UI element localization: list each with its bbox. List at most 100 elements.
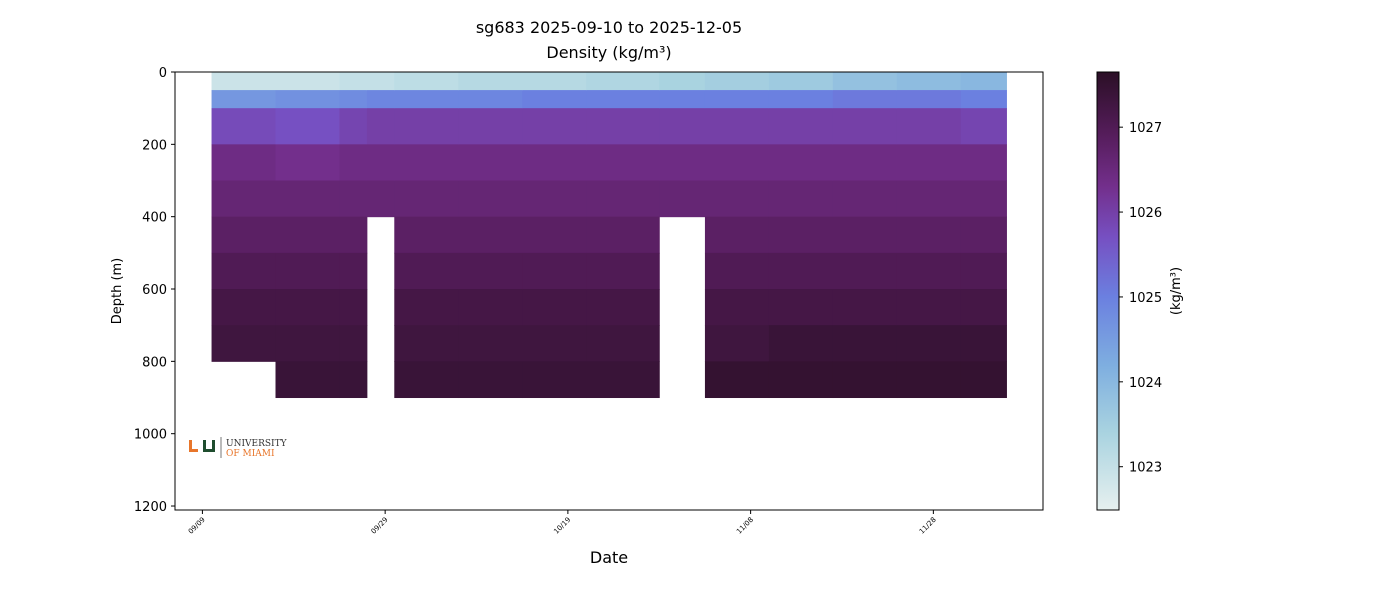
heatmap-cell	[275, 108, 340, 145]
heatmap-cell	[960, 90, 1007, 109]
heatmap-cell	[896, 108, 962, 145]
heatmap-cell	[896, 252, 962, 290]
heatmap-cell	[522, 289, 587, 326]
heatmap-cell	[366, 72, 395, 91]
heatmap-cell	[366, 144, 395, 182]
x-tick-label: 10/19	[552, 516, 572, 536]
heatmap-cell	[896, 180, 962, 218]
heatmap-cell	[960, 72, 1007, 91]
y-tick-label: 400	[142, 211, 167, 226]
heatmap-cell	[586, 72, 660, 91]
heatmap-cell	[704, 108, 770, 145]
heatmap-cell	[659, 72, 706, 91]
heatmap-cell	[768, 361, 834, 399]
heatmap-cell	[832, 216, 898, 254]
heatmap-cell	[522, 144, 587, 182]
heatmap-cell	[339, 90, 368, 109]
colorbar-label: (kg/m³)	[1169, 267, 1184, 315]
x-tick-label: 09/29	[370, 516, 390, 536]
heatmap-cell	[896, 144, 962, 182]
heatmap-cell	[896, 289, 962, 326]
heatmap-cell	[768, 289, 834, 326]
heatmap-cell	[458, 289, 523, 326]
y-tick-label: 1200	[134, 500, 167, 515]
heatmap-cell	[586, 289, 660, 326]
x-tick-label: 11/28	[918, 516, 938, 536]
heatmap-cell	[458, 180, 523, 218]
heatmap-cell	[275, 216, 340, 254]
heatmap-cell	[211, 108, 277, 145]
plot-frame	[174, 71, 1044, 511]
heatmap-cell	[586, 90, 660, 109]
colorbar-tick-label: 1027	[1129, 121, 1162, 136]
heatmap-cell	[896, 90, 962, 109]
heatmap-cell	[458, 90, 523, 109]
heatmap-cell	[586, 361, 660, 399]
heatmap-cell	[275, 252, 340, 290]
colorbar-tick-label: 1023	[1129, 461, 1162, 476]
heatmap-cell	[768, 252, 834, 290]
heatmap-cell	[522, 90, 587, 109]
heatmap-cell	[768, 90, 834, 109]
y-axis-label: Depth (m)	[110, 258, 125, 325]
heatmap-cell	[832, 144, 898, 182]
heatmap-cell	[339, 361, 368, 399]
colorbar	[1096, 71, 1120, 511]
heatmap-cell	[522, 108, 587, 145]
heatmap-cell	[394, 289, 459, 326]
x-tick-label: 09/09	[187, 516, 207, 536]
heatmap-cell	[522, 252, 587, 290]
heatmap-cell	[211, 289, 277, 326]
heatmap-cell	[659, 108, 706, 145]
heatmap-cell	[339, 180, 368, 218]
heatmap-cell	[768, 180, 834, 218]
heatmap-cell	[832, 108, 898, 145]
heatmap-cell	[394, 90, 459, 109]
heatmap-cell	[832, 289, 898, 326]
heatmap-cell	[458, 325, 523, 362]
heatmap-cell	[458, 361, 523, 399]
heatmap-cell	[339, 325, 368, 362]
heatmap-cell	[275, 361, 340, 399]
heatmap-cell	[522, 361, 587, 399]
heatmap-cell	[704, 289, 770, 326]
heatmap-cell	[659, 144, 706, 182]
heatmap-cell	[522, 72, 587, 91]
heatmap-cell	[211, 325, 277, 362]
heatmap-cell	[394, 108, 459, 145]
heatmap-cell	[832, 180, 898, 218]
heatmap-cell	[275, 180, 340, 218]
heatmap-cell	[768, 72, 834, 91]
heatmap-cell	[458, 108, 523, 145]
x-axis-label: Date	[590, 548, 628, 567]
logo: UNIVERSITY OF MIAMI	[189, 437, 288, 459]
heatmap-cell	[960, 144, 1007, 182]
y-tick-label: 1000	[134, 428, 167, 443]
y-tick-label: 800	[142, 355, 167, 370]
heatmap-cell	[211, 72, 277, 91]
heatmap-cell	[768, 108, 834, 145]
heatmap-cell	[586, 325, 660, 362]
heatmap-cell	[704, 361, 770, 399]
heatmap-cell	[522, 216, 587, 254]
heatmap-cell	[960, 289, 1007, 326]
logo-text: OF MIAMI	[226, 449, 275, 459]
heatmap-cell	[522, 180, 587, 218]
heatmap-cell	[832, 90, 898, 109]
heatmap-cell	[586, 252, 660, 290]
heatmap-cell	[586, 144, 660, 182]
heatmap-cell	[339, 72, 368, 91]
heatmap-cell	[704, 90, 770, 109]
heatmap-cell	[586, 108, 660, 145]
logo-text: UNIVERSITY	[226, 439, 288, 449]
heatmap-cell	[394, 144, 459, 182]
heatmap-cell	[211, 180, 277, 218]
colorbar-tick-label: 1026	[1129, 206, 1162, 221]
x-tick-label: 11/08	[735, 516, 755, 536]
heatmap-cell	[586, 216, 660, 254]
heatmap-cell	[586, 180, 660, 218]
heatmap-cell	[659, 90, 706, 109]
heatmap-cell	[896, 216, 962, 254]
heatmap-cell	[768, 216, 834, 254]
